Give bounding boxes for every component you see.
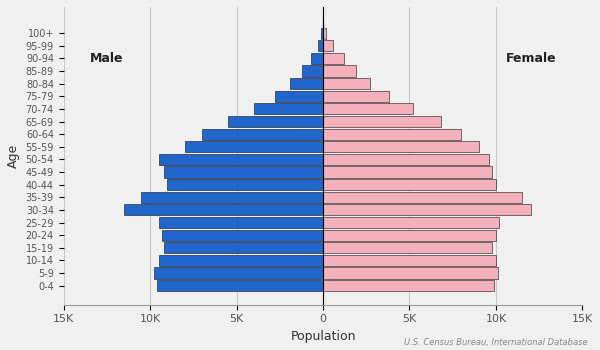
- Bar: [323, 78, 370, 89]
- Text: Male: Male: [89, 52, 123, 65]
- Bar: [323, 192, 522, 203]
- Bar: [323, 280, 494, 291]
- Bar: [154, 267, 323, 279]
- Bar: [323, 116, 440, 127]
- Bar: [323, 230, 496, 241]
- Bar: [323, 267, 497, 279]
- Bar: [323, 53, 344, 64]
- Bar: [323, 167, 493, 177]
- Text: U.S. Census Bureau, International Database: U.S. Census Bureau, International Databa…: [404, 337, 588, 346]
- Bar: [185, 141, 323, 152]
- Bar: [321, 28, 323, 38]
- X-axis label: Population: Population: [290, 330, 356, 343]
- Bar: [311, 53, 323, 64]
- Bar: [323, 204, 530, 216]
- Bar: [228, 116, 323, 127]
- Bar: [323, 141, 479, 152]
- Bar: [323, 91, 389, 102]
- Bar: [142, 192, 323, 203]
- Bar: [323, 28, 326, 38]
- Bar: [159, 154, 323, 165]
- Bar: [318, 40, 323, 51]
- Bar: [202, 128, 323, 140]
- Bar: [323, 255, 496, 266]
- Bar: [159, 255, 323, 266]
- Bar: [323, 217, 499, 228]
- Bar: [323, 154, 489, 165]
- Bar: [275, 91, 323, 102]
- Bar: [323, 103, 413, 114]
- Bar: [254, 103, 323, 114]
- Bar: [323, 40, 334, 51]
- Bar: [302, 65, 323, 77]
- Bar: [164, 167, 323, 177]
- Bar: [290, 78, 323, 89]
- Bar: [124, 204, 323, 216]
- Bar: [323, 65, 356, 77]
- Bar: [323, 242, 493, 253]
- Bar: [323, 128, 461, 140]
- Bar: [164, 242, 323, 253]
- Bar: [157, 280, 323, 291]
- Bar: [323, 179, 496, 190]
- Bar: [162, 230, 323, 241]
- Bar: [167, 179, 323, 190]
- Text: Female: Female: [506, 52, 556, 65]
- Bar: [159, 217, 323, 228]
- Y-axis label: Age: Age: [7, 144, 20, 168]
